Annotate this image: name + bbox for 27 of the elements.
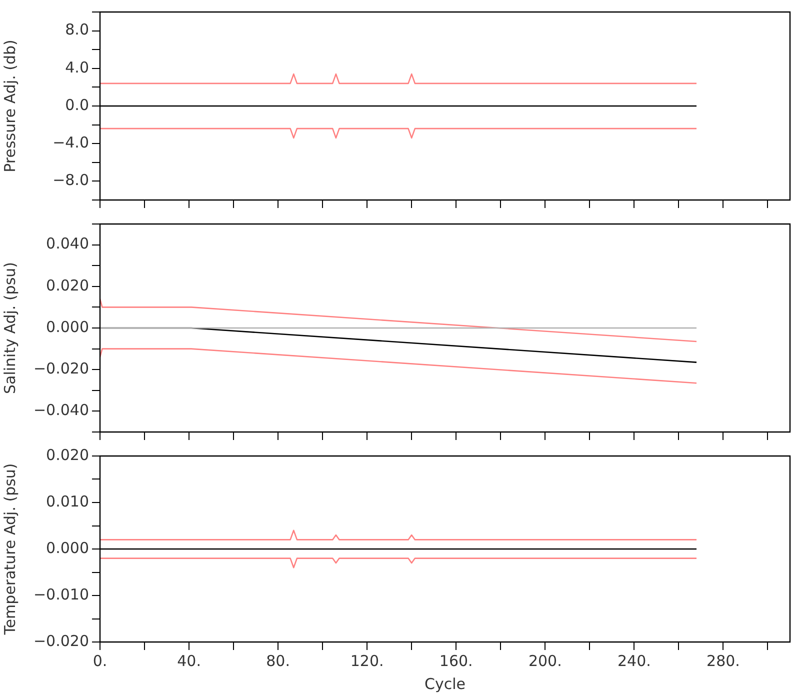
x-tick-label: 80. [266,652,290,670]
x-tick-label: 120. [350,652,384,670]
y-tick-label: −0.020 [33,359,89,378]
y-tick-label: 8.0 [65,20,89,39]
x-tick-label: 280. [706,652,740,670]
y-axis-title: Salinity Adj. (psu) [0,262,19,394]
y-tick-label: −0.040 [33,401,89,420]
y-tick-label: −0.010 [33,585,89,604]
x-axis-title: Cycle [424,674,466,693]
x-tick-label: 40. [177,652,201,670]
y-axis-title: Temperature Adj. (psu) [0,463,19,636]
x-tick-label: 0. [92,652,108,670]
y-tick-label: 4.0 [65,58,89,76]
y-tick-label: 0.020 [46,276,89,294]
x-tick-label: 240. [617,652,651,670]
y-tick-label: −8.0 [52,171,89,190]
x-tick-label: 160. [439,652,473,670]
y-tick-label: 0.000 [46,318,89,336]
y-tick-label: 0.000 [46,538,89,557]
y-tick-label: 0.020 [46,446,89,464]
y-tick-label: 0.040 [46,234,89,253]
y-axis-title: Pressure Adj. (db) [0,40,19,172]
y-tick-label: 0.0 [65,96,89,114]
y-tick-label: 0.010 [46,492,89,510]
y-tick-label: −0.020 [33,632,89,650]
y-tick-label: −4.0 [52,133,89,152]
x-tick-label: 200. [528,652,562,670]
